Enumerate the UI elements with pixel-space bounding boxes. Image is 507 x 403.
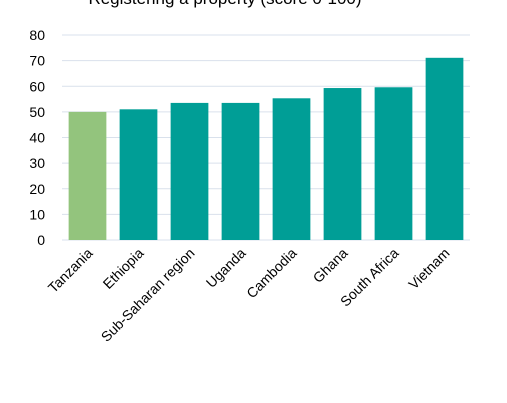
bar (221, 102, 260, 240)
x-tick-label: Sub-Saharan region (98, 245, 198, 345)
y-tick-label: 0 (37, 232, 45, 248)
y-tick-label: 10 (29, 206, 45, 222)
x-tick-label: Cambodia (243, 245, 300, 302)
bar (374, 87, 413, 241)
x-tick-label: Uganda (203, 245, 249, 291)
y-tick-label: 80 (29, 27, 45, 43)
bar (119, 109, 158, 240)
y-tick-label: 40 (29, 130, 45, 146)
y-tick-label: 30 (29, 155, 45, 171)
y-tick-label: 20 (29, 181, 45, 197)
x-tick-label: Vietnam (405, 245, 452, 292)
x-tick-label: Ethiopia (100, 245, 147, 292)
y-tick-label: 70 (29, 53, 45, 69)
chart-title: Registering a property (score 0-100) (88, 0, 361, 8)
x-tick-label: Tanzania (45, 245, 96, 296)
y-tick-label: 60 (29, 78, 45, 94)
y-tick-label: 50 (29, 104, 45, 120)
bar (272, 98, 311, 240)
bar (425, 57, 464, 241)
x-tick-label: Ghana (310, 245, 351, 286)
bar (170, 102, 209, 240)
bar (68, 111, 107, 240)
bar (323, 88, 362, 240)
